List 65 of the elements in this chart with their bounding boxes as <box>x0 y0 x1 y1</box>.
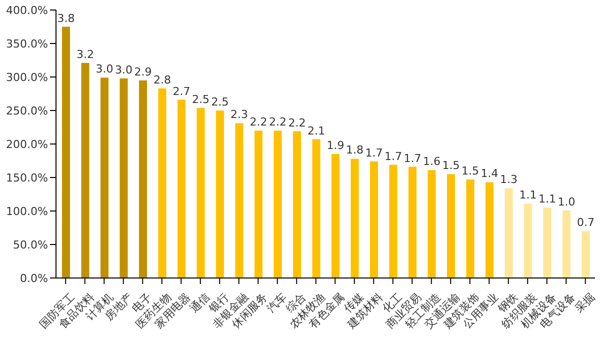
bar <box>428 170 436 278</box>
annotation: 2.2 <box>288 116 306 130</box>
annotation: 3.0 <box>96 62 114 76</box>
bar <box>100 78 108 278</box>
y-tick-label: 50.0% <box>13 238 48 252</box>
bar <box>486 182 494 278</box>
annotation: 0.7 <box>577 216 594 230</box>
annotation: 1.4 <box>480 167 498 180</box>
bar <box>62 26 70 278</box>
annotation: 2.9 <box>134 65 152 78</box>
annotation: 2.8 <box>154 73 171 86</box>
bar <box>216 110 224 278</box>
bar <box>178 100 186 278</box>
bar <box>447 174 455 278</box>
bar <box>389 164 398 278</box>
bar <box>543 208 552 278</box>
y-tick-label: 250.0% <box>6 104 48 118</box>
bar <box>120 78 128 278</box>
annotation: 1.9 <box>326 139 344 152</box>
y-tick-label: 200.0% <box>6 138 48 151</box>
annotation: 1.1 <box>519 188 537 202</box>
bar <box>350 158 359 278</box>
bar <box>332 154 340 278</box>
annotation: 2.3 <box>230 108 248 122</box>
annotation: 1.3 <box>500 173 518 186</box>
annotation: 2.2 <box>250 116 268 129</box>
annotation: 1.5 <box>442 159 460 172</box>
annotation: 3.8 <box>57 12 75 25</box>
annotation: 3.0 <box>115 63 132 76</box>
bar <box>370 161 378 278</box>
annotation: 1.7 <box>365 146 383 160</box>
y-tick-label: 150.0% <box>6 171 48 184</box>
bar <box>235 123 244 278</box>
annotation: 1.6 <box>423 155 440 168</box>
bar <box>81 62 90 278</box>
y-tick-label: 0.0% <box>20 272 48 285</box>
bar <box>274 130 282 278</box>
bar <box>139 80 147 278</box>
bar <box>158 88 166 278</box>
bar <box>312 139 320 278</box>
bar <box>562 210 570 278</box>
annotation: 2.7 <box>172 84 190 98</box>
annotation: 2.5 <box>211 96 229 108</box>
bar <box>408 166 416 278</box>
annotation: 1.1 <box>538 192 556 206</box>
bar <box>254 130 262 278</box>
y-tick-label: 350.0% <box>6 37 48 50</box>
annotation: 3.2 <box>76 48 94 61</box>
annotation: 2.2 <box>269 116 286 129</box>
annotation: 2.5 <box>192 92 210 106</box>
y-tick-label: 300.0% <box>6 70 48 84</box>
annotation: 1.5 <box>462 164 479 178</box>
annotation: 2.1 <box>308 124 325 138</box>
bar <box>504 188 513 278</box>
annotation: 1.7 <box>384 150 402 163</box>
annotation: 1.8 <box>346 144 364 157</box>
bar <box>293 131 301 278</box>
bar <box>196 108 205 278</box>
annotation: 1.7 <box>404 152 422 165</box>
annotation: 1.0 <box>558 195 576 208</box>
bar <box>582 231 590 278</box>
y-tick-label: 100.0% <box>6 204 48 218</box>
bar <box>524 204 532 278</box>
bar <box>466 180 474 278</box>
y-tick-label: 400.0% <box>6 4 48 17</box>
